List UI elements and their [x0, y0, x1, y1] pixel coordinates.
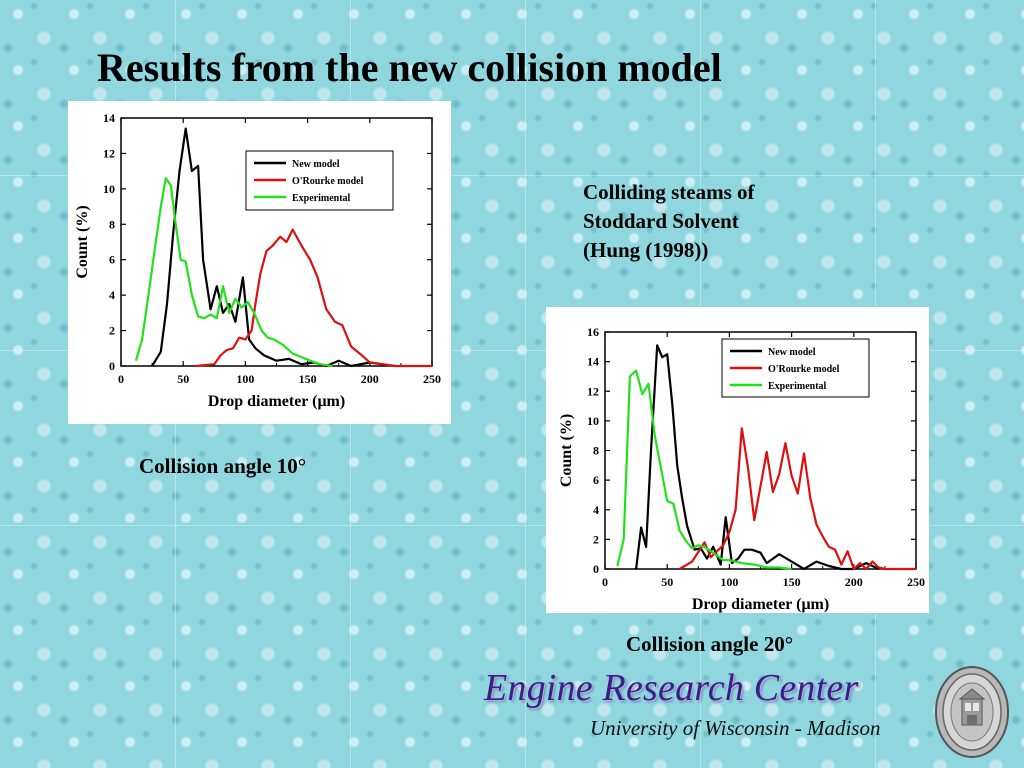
y-tick-label: 14: [103, 111, 115, 125]
background-divider: [525, 0, 526, 768]
legend-label: O'Rourke model: [768, 364, 840, 375]
y-tick-label: 8: [593, 444, 599, 458]
background-divider: [0, 350, 1024, 351]
legend-label: Experimental: [292, 193, 351, 204]
chart-collision-20: 0 50 100 150 200 250 0 2 4 6 8 10 12 14 16 Drop diamete…: [558, 325, 925, 613]
legend-label: New model: [292, 159, 340, 170]
y-tick-label: 10: [103, 182, 115, 196]
brand-subtitle: University of Wisconsin - Madison: [590, 716, 881, 740]
study-note: Colliding steams of Stoddard Solvent (Hu…: [583, 178, 833, 265]
x-tick-label: 50: [661, 575, 673, 589]
brand-name: Engine Research Center: [484, 667, 859, 709]
legend-label: New model: [768, 347, 816, 358]
study-note-line: Colliding steams of: [583, 180, 755, 204]
legend-label: Experimental: [768, 381, 827, 392]
series-line: [679, 427, 916, 571]
y-tick-label: 12: [103, 146, 115, 160]
series-line: [195, 228, 432, 368]
y-tick-label: 6: [109, 253, 115, 267]
x-tick-label: 250: [423, 372, 441, 386]
series-line: [616, 369, 792, 571]
chart-panel-right: 0 50 100 150 200 250 0 2 4 6 8 10 12 14 16 Drop diamete…: [546, 307, 929, 613]
x-tick-label: 200: [361, 372, 379, 386]
legend-label: O'Rourke model: [292, 176, 364, 187]
caption-collision-20: Collision angle 20°: [626, 632, 794, 656]
x-tick-label: 0: [118, 372, 124, 386]
y-tick-label: 0: [593, 562, 599, 576]
y-tick-label: 2: [109, 324, 115, 338]
y-tick-label: 2: [593, 532, 599, 546]
y-axis-title: Count (%): [74, 205, 91, 278]
background-divider: [0, 175, 1024, 176]
x-tick-label: 200: [845, 575, 863, 589]
x-tick-label: 150: [783, 575, 801, 589]
y-tick-label: 4: [593, 503, 599, 517]
x-tick-label: 250: [907, 575, 925, 589]
y-tick-label: 6: [593, 473, 599, 487]
chart-panel-left: 0 50 100 150 200 250 0 2 4 6 8 10 12 14 Drop diameter …: [68, 101, 451, 424]
x-tick-label: 100: [236, 372, 254, 386]
slide-title: Results from the new collision model: [97, 45, 722, 90]
caption-collision-10: Collision angle 10°: [139, 454, 307, 478]
study-note-line: (Hung (1998)): [583, 238, 709, 262]
series-line: [635, 344, 880, 571]
y-tick-label: 0: [109, 359, 115, 373]
x-tick-label: 0: [602, 575, 608, 589]
x-tick-label: 150: [299, 372, 317, 386]
x-tick-label: 100: [720, 575, 738, 589]
x-tick-label: 50: [177, 372, 189, 386]
y-tick-label: 16: [587, 325, 599, 339]
study-note-line: Stoddard Solvent: [583, 209, 739, 233]
x-axis-title: Drop diameter (μm): [692, 596, 829, 613]
university-seal-icon: [935, 666, 1009, 758]
y-axis-title: Count (%): [558, 414, 575, 487]
y-tick-label: 4: [109, 288, 115, 302]
y-tick-label: 14: [587, 355, 599, 369]
chart-collision-10: 0 50 100 150 200 250 0 2 4 6 8 10 12 14 Drop diameter …: [74, 111, 441, 410]
y-tick-label: 8: [109, 217, 115, 231]
y-tick-label: 10: [587, 414, 599, 428]
x-axis-title: Drop diameter (μm): [208, 393, 345, 410]
y-tick-label: 12: [587, 384, 599, 398]
background-divider: [0, 525, 1024, 526]
series-line: [134, 177, 333, 368]
